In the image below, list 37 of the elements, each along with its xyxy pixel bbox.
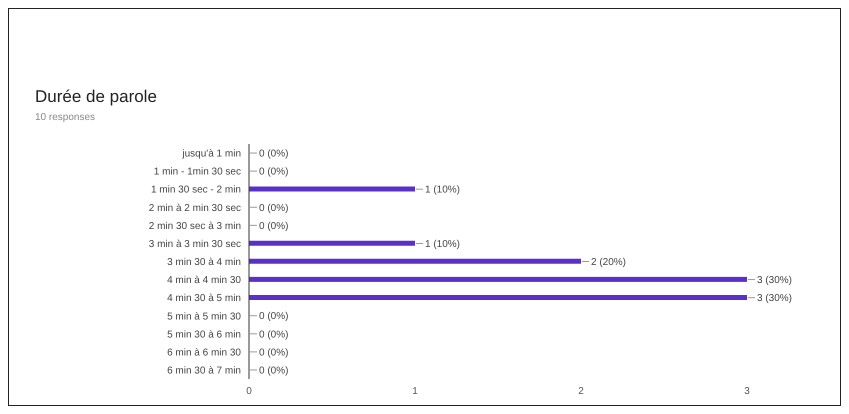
x-tick-label: 2: [578, 386, 584, 398]
bar: [249, 294, 747, 300]
x-tick-label: 3: [744, 386, 750, 398]
y-tick-label: 2 min à 2 min 30 sec: [148, 202, 241, 214]
data-label: 0 (0%): [259, 365, 288, 376]
y-tick-label: 4 min 30 à 5 min: [167, 293, 241, 304]
data-label: 1 (10%): [425, 184, 460, 196]
data-label: 0 (0%): [259, 202, 288, 214]
bar: [249, 186, 415, 192]
data-label: 2 (20%): [591, 257, 626, 268]
y-tick-label: 3 min 30 à 4 min: [167, 257, 241, 268]
data-label: 0 (0%): [259, 329, 288, 340]
data-label: 3 (30%): [757, 275, 792, 286]
text: 10 responses: [35, 112, 96, 123]
y-tick-label: 2 min 30 sec à 3 min: [148, 220, 241, 232]
data-label: 0 (0%): [259, 166, 288, 178]
data-label: 0 (0%): [259, 347, 288, 358]
y-tick-label: jusqu'à 1 min: [181, 148, 241, 160]
bar: [249, 276, 747, 282]
data-label: 0 (0%): [259, 220, 288, 232]
data-label: 1 (10%): [425, 238, 460, 250]
x-tick-label: 1: [412, 386, 418, 398]
text: Durée de parole: [35, 87, 157, 107]
bar: [249, 240, 415, 246]
y-tick-label: 1 min 30 sec - 2 min: [150, 184, 241, 196]
y-tick-label: 6 min 30 à 7 min: [167, 366, 241, 377]
y-tick-label: 5 min à 5 min 30: [167, 311, 242, 322]
data-label: 0 (0%): [259, 311, 288, 322]
x-tick-label: 0: [246, 386, 252, 398]
y-tick-label: 5 min 30 à 6 min: [167, 329, 241, 340]
data-label: 0 (0%): [259, 148, 288, 160]
data-label: 3 (30%): [757, 293, 792, 304]
y-tick-label: 6 min à 6 min 30: [167, 347, 242, 358]
y-tick-label: 4 min à 4 min 30: [167, 275, 242, 286]
y-tick-label: 1 min - 1min 30 sec: [154, 166, 241, 178]
bar: [249, 258, 581, 264]
y-tick-label: 3 min à 3 min 30 sec: [148, 238, 241, 250]
